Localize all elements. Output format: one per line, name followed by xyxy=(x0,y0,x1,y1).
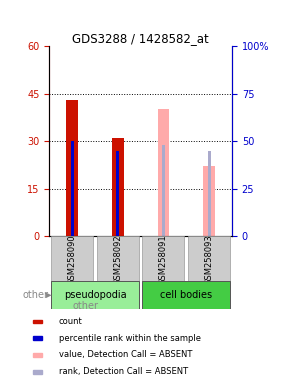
Bar xyxy=(117,151,119,236)
Bar xyxy=(33,370,42,374)
Bar xyxy=(33,336,42,340)
Text: GSM258090: GSM258090 xyxy=(68,234,77,285)
Bar xyxy=(204,167,215,236)
Text: other: other xyxy=(72,301,98,311)
Bar xyxy=(51,236,93,282)
Bar xyxy=(66,100,78,236)
Bar xyxy=(208,151,211,236)
Text: value, Detection Call = ABSENT: value, Detection Call = ABSENT xyxy=(59,351,192,359)
Bar xyxy=(112,138,124,236)
Text: other: other xyxy=(22,290,48,300)
Bar xyxy=(71,141,73,236)
Text: cell bodies: cell bodies xyxy=(160,290,212,300)
Bar xyxy=(33,353,42,357)
Text: percentile rank within the sample: percentile rank within the sample xyxy=(59,334,201,343)
Title: GDS3288 / 1428582_at: GDS3288 / 1428582_at xyxy=(72,32,209,45)
Text: rank, Detection Call = ABSENT: rank, Detection Call = ABSENT xyxy=(59,367,188,376)
Text: GSM258093: GSM258093 xyxy=(205,234,214,285)
Bar xyxy=(142,281,230,309)
Bar xyxy=(33,319,42,323)
Text: GSM258091: GSM258091 xyxy=(159,234,168,285)
Bar xyxy=(188,236,230,282)
Bar xyxy=(162,145,165,236)
Bar xyxy=(97,236,139,282)
Bar xyxy=(158,109,169,236)
Text: count: count xyxy=(59,317,83,326)
Bar xyxy=(142,236,184,282)
Text: pseudopodia: pseudopodia xyxy=(64,290,126,300)
Text: GSM258092: GSM258092 xyxy=(113,234,122,285)
Bar xyxy=(51,281,139,309)
